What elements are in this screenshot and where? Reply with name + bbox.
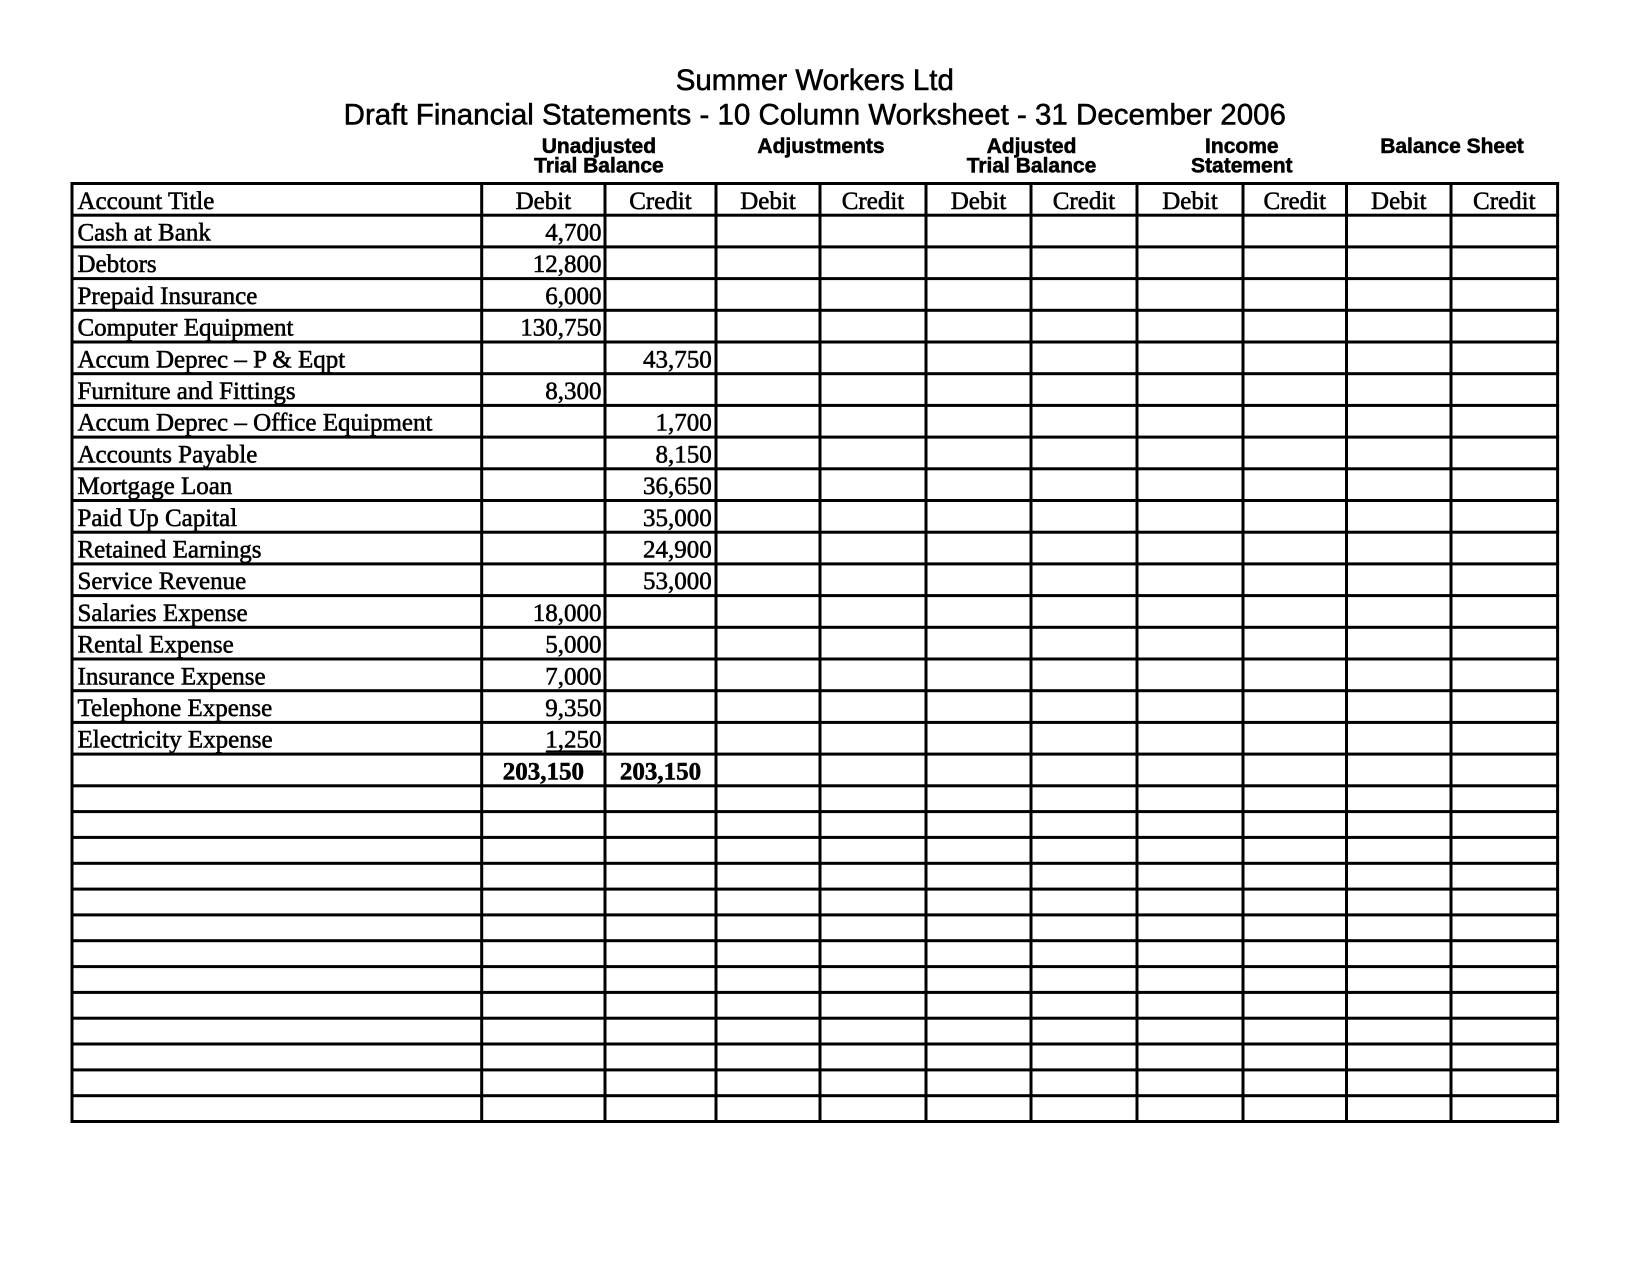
svg-text:43,750: 43,750 bbox=[643, 346, 712, 373]
svg-text:Mortgage Loan: Mortgage Loan bbox=[78, 473, 233, 500]
svg-text:Furniture and Fittings: Furniture and Fittings bbox=[78, 378, 296, 405]
svg-text:7,000: 7,000 bbox=[545, 663, 601, 690]
svg-text:1,700: 1,700 bbox=[655, 410, 711, 437]
svg-text:Credit: Credit bbox=[1473, 188, 1536, 215]
svg-text:Debtors: Debtors bbox=[78, 251, 157, 278]
svg-text:Paid Up Capital: Paid Up Capital bbox=[78, 505, 238, 532]
svg-text:35,000: 35,000 bbox=[643, 505, 712, 532]
svg-text:Service Revenue: Service Revenue bbox=[78, 568, 247, 595]
svg-text:4,700: 4,700 bbox=[545, 220, 601, 247]
svg-text:8,300: 8,300 bbox=[545, 378, 601, 405]
svg-text:Debit: Debit bbox=[951, 188, 1007, 215]
svg-text:24,900: 24,900 bbox=[643, 537, 712, 564]
svg-text:Income: Income bbox=[1205, 135, 1279, 158]
svg-text:Cash at Bank: Cash at Bank bbox=[78, 220, 212, 247]
svg-text:Adjusted: Adjusted bbox=[987, 135, 1077, 158]
svg-text:12,800: 12,800 bbox=[533, 251, 602, 278]
svg-text:Accum Deprec – Office Equipmen: Accum Deprec – Office Equipment bbox=[78, 410, 433, 437]
svg-text:36,650: 36,650 bbox=[643, 473, 712, 500]
svg-text:203,150: 203,150 bbox=[620, 758, 701, 785]
svg-text:1,250: 1,250 bbox=[545, 727, 601, 754]
svg-text:Credit: Credit bbox=[1053, 188, 1116, 215]
svg-text:203,150: 203,150 bbox=[503, 758, 584, 785]
svg-text:Trial Balance: Trial Balance bbox=[967, 155, 1097, 178]
svg-text:6,000: 6,000 bbox=[545, 283, 601, 310]
svg-text:5,000: 5,000 bbox=[545, 632, 601, 659]
svg-text:Salaries Expense: Salaries Expense bbox=[78, 600, 248, 627]
svg-text:Rental Expense: Rental Expense bbox=[78, 632, 234, 659]
svg-text:Credit: Credit bbox=[629, 188, 692, 215]
svg-text:Prepaid Insurance: Prepaid Insurance bbox=[78, 283, 258, 310]
svg-text:53,000: 53,000 bbox=[643, 568, 712, 595]
svg-text:Accounts Payable: Accounts Payable bbox=[78, 441, 258, 468]
svg-text:Debit: Debit bbox=[740, 188, 796, 215]
svg-text:18,000: 18,000 bbox=[533, 600, 602, 627]
svg-text:Debit: Debit bbox=[1162, 188, 1218, 215]
svg-text:Trial Balance: Trial Balance bbox=[534, 155, 664, 178]
svg-text:Credit: Credit bbox=[842, 188, 905, 215]
svg-text:Credit: Credit bbox=[1264, 188, 1327, 215]
svg-text:Unadjusted: Unadjusted bbox=[542, 135, 656, 158]
svg-text:Account Title: Account Title bbox=[78, 188, 215, 215]
svg-text:Electricity Expense: Electricity Expense bbox=[78, 727, 273, 754]
svg-text:Insurance Expense: Insurance Expense bbox=[78, 663, 266, 690]
svg-text:130,750: 130,750 bbox=[520, 315, 601, 342]
svg-text:9,350: 9,350 bbox=[545, 695, 601, 722]
svg-text:Computer Equipment: Computer Equipment bbox=[78, 315, 294, 342]
svg-text:Draft Financial Statements - 1: Draft Financial Statements - 10 Column W… bbox=[344, 99, 1286, 132]
svg-text:Accum Deprec – P & Eqpt: Accum Deprec – P & Eqpt bbox=[78, 346, 346, 373]
svg-text:Retained Earnings: Retained Earnings bbox=[78, 537, 262, 564]
svg-text:Debit: Debit bbox=[1371, 188, 1427, 215]
svg-text:Adjustments: Adjustments bbox=[757, 135, 884, 158]
svg-text:Summer Workers Ltd: Summer Workers Ltd bbox=[676, 64, 954, 97]
svg-text:Debit: Debit bbox=[516, 188, 572, 215]
svg-text:8,150: 8,150 bbox=[655, 441, 711, 468]
svg-text:Balance Sheet: Balance Sheet bbox=[1380, 135, 1524, 158]
svg-text:Telephone Expense: Telephone Expense bbox=[78, 695, 273, 722]
svg-text:Statement: Statement bbox=[1191, 155, 1293, 178]
